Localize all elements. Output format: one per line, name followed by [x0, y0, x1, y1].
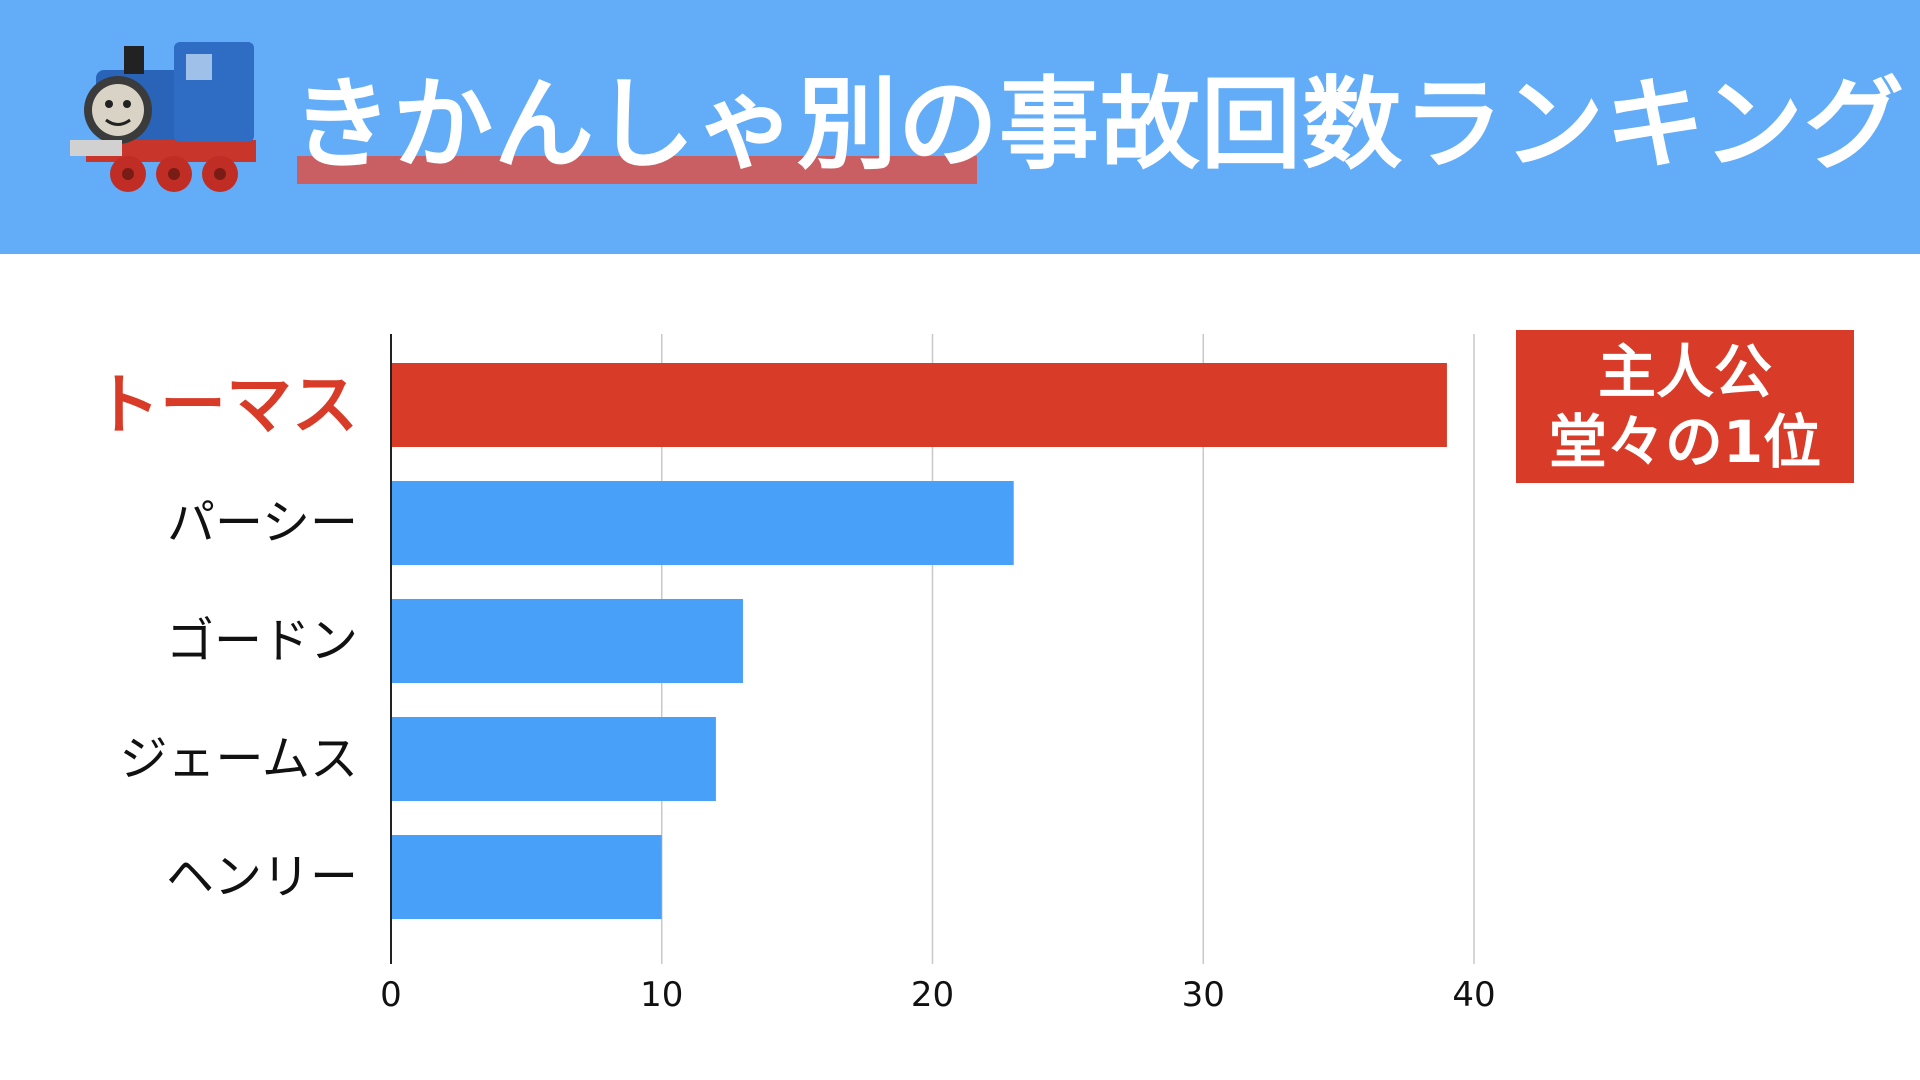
x-tick-label-1: 10: [640, 975, 683, 1015]
x-tick-label-0: 0: [380, 975, 402, 1015]
bar-3: [391, 717, 716, 801]
locomotive-icon: [70, 42, 256, 192]
callout-line-1: 主人公: [1597, 337, 1772, 406]
category-label-1: パーシー: [167, 495, 358, 551]
callout-line-2: 堂々の1位: [1548, 407, 1822, 476]
callout-badge: 主人公 堂々の1位: [1516, 330, 1854, 483]
bar-2: [391, 599, 743, 683]
category-label-4: ヘンリー: [166, 849, 358, 905]
x-tick-label-2: 20: [911, 975, 954, 1015]
title-underline: [297, 156, 977, 184]
x-tick-label-3: 30: [1182, 975, 1225, 1015]
bar-4: [391, 835, 662, 919]
category-label-3: ジェームス: [119, 731, 358, 787]
header-banner: [0, 0, 1920, 254]
bar-1: [391, 481, 1014, 565]
bar-0: [391, 363, 1447, 447]
page-title: きかんしゃ別の事故回数ランキング: [292, 66, 1905, 183]
x-tick-label-4: 40: [1452, 975, 1495, 1015]
category-label-0: トーマス: [94, 367, 358, 444]
category-label-2: ゴードン: [166, 613, 358, 669]
